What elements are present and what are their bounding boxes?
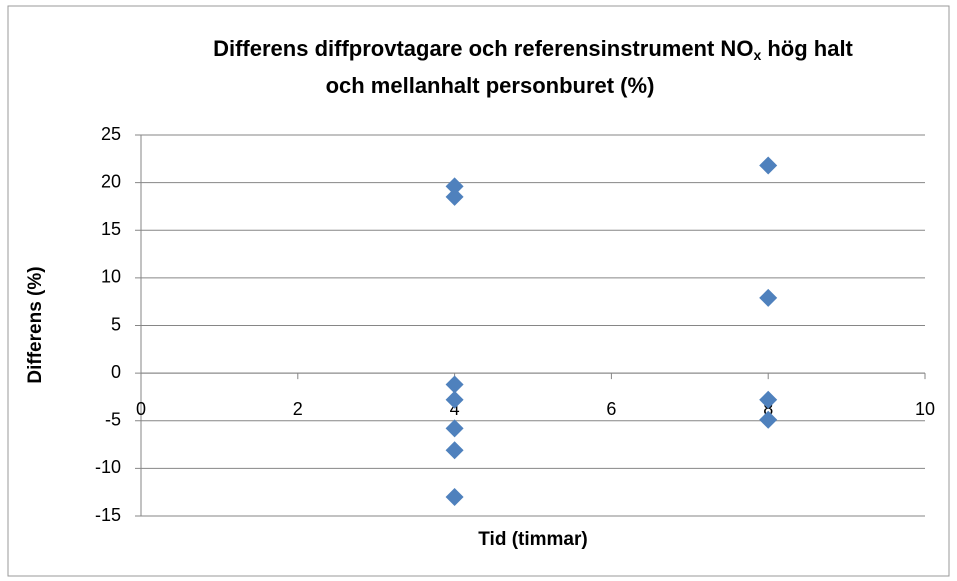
chart-frame <box>7 5 950 577</box>
point <box>759 288 778 307</box>
point <box>445 441 464 460</box>
title-subscript: x <box>753 47 761 63</box>
y-tick-label: 10 <box>101 267 121 287</box>
x-tick-label: 6 <box>606 399 616 419</box>
point <box>759 156 778 175</box>
point <box>445 487 464 506</box>
x-tick-label: 8 <box>763 399 773 419</box>
x-tick-label: 0 <box>136 399 146 419</box>
y-tick-label: 15 <box>101 219 121 239</box>
y-tick-label: 20 <box>101 171 121 191</box>
x-axis-label: Tid (timmar) <box>478 529 587 550</box>
point <box>759 410 778 429</box>
y-tick-label: -10 <box>95 457 121 477</box>
y-tick-label: -5 <box>105 410 121 430</box>
y-tick-label: 25 <box>101 124 121 144</box>
point <box>445 187 464 206</box>
x-tick-label: 4 <box>450 399 460 419</box>
title-part: Differens diffprovtagare och referensins… <box>213 36 753 61</box>
point <box>759 390 778 409</box>
title-part: hög halt <box>761 36 853 61</box>
point <box>445 419 464 438</box>
chart-title-line2: och mellanhalt personburet (%) <box>326 73 655 98</box>
point <box>445 177 464 196</box>
y-tick-label: -15 <box>95 505 121 525</box>
x-tick-label: 10 <box>915 399 935 419</box>
point <box>445 390 464 409</box>
x-tick-label: 2 <box>293 399 303 419</box>
y-axis-label: Differens (%) <box>25 266 46 383</box>
point <box>445 375 464 394</box>
y-tick-label: 0 <box>111 362 121 382</box>
y-tick-label: 5 <box>111 314 121 334</box>
chart-title: Differens diffprovtagare och referensins… <box>213 36 853 63</box>
